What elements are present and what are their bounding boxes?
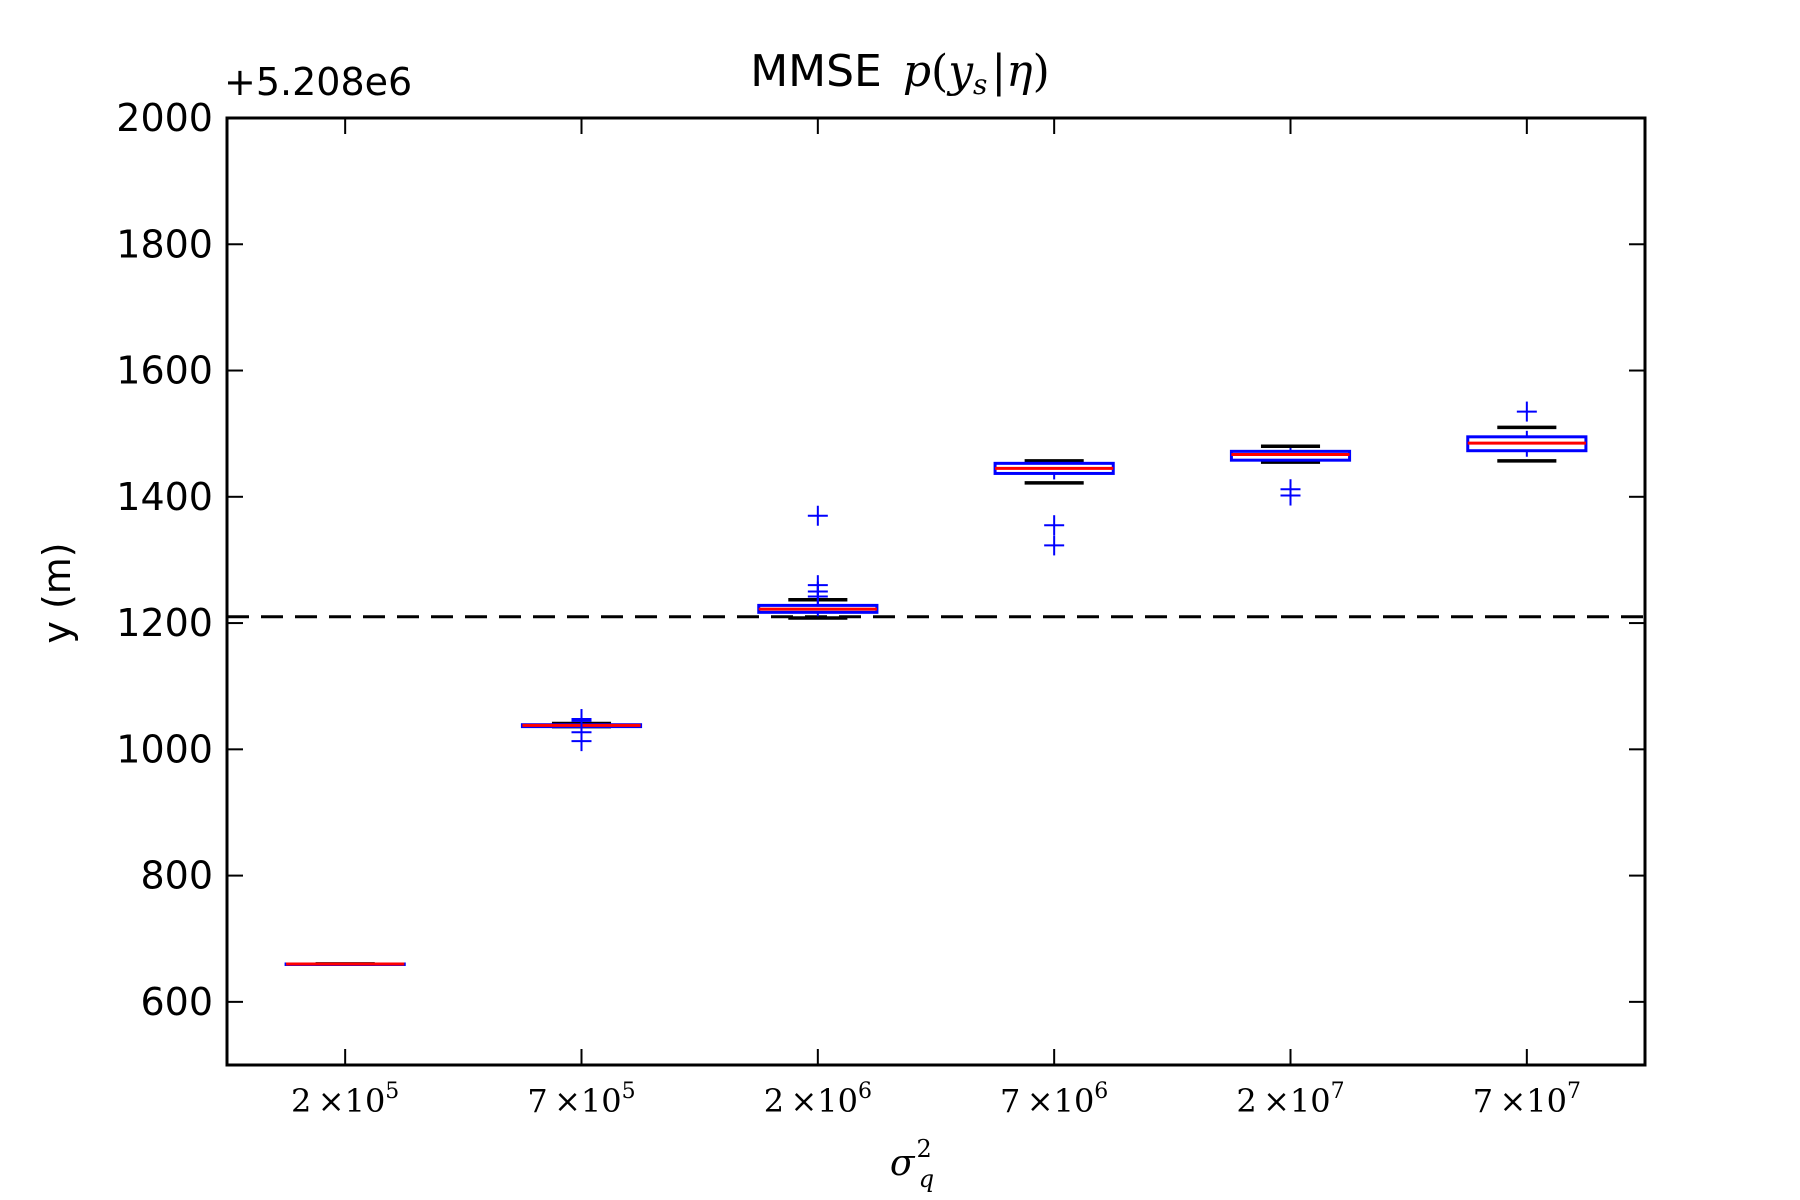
y-tick-label: 1600 bbox=[116, 349, 213, 393]
y-tick-label: 2000 bbox=[116, 96, 213, 140]
flier-point bbox=[807, 575, 828, 596]
box-group bbox=[520, 709, 643, 752]
x-tick-label: 7 ×107 bbox=[1473, 1079, 1581, 1120]
box-group bbox=[757, 505, 879, 620]
x-tick-label: 2 ×105 bbox=[291, 1079, 399, 1120]
x-tick-label: 7 ×105 bbox=[527, 1079, 635, 1120]
box-group bbox=[284, 962, 406, 966]
box-group bbox=[1229, 444, 1352, 506]
y-tick-label: 600 bbox=[140, 980, 213, 1024]
flier-point bbox=[571, 709, 592, 730]
chart-title: MMSE p(ys|η) bbox=[750, 46, 1050, 101]
y-tick-layer: 600 800 1000 1200 1400 1600 1800 2000 bbox=[116, 96, 1645, 1024]
flier-point bbox=[1044, 535, 1065, 556]
x-tick-label: 2 ×106 bbox=[764, 1079, 872, 1120]
y-tick-label: 800 bbox=[140, 854, 213, 898]
y-tick-label: 1000 bbox=[116, 727, 213, 771]
flier-point bbox=[1516, 401, 1537, 422]
axes-frame bbox=[225, 116, 1647, 1067]
y-tick-label: 1400 bbox=[116, 475, 213, 519]
y-tick-label: 1200 bbox=[116, 601, 213, 645]
flier-point bbox=[1280, 479, 1301, 500]
flier-point bbox=[1044, 515, 1065, 536]
x-tick-layer: 2 ×105 7 ×105 2 ×106 7 ×106 2 ×107 7 ×107 bbox=[291, 118, 1581, 1120]
flier-point bbox=[807, 505, 828, 526]
box-group bbox=[993, 459, 1115, 556]
x-axis-label: σ2 q bbox=[890, 1135, 934, 1193]
plot-layer bbox=[227, 401, 1645, 966]
x-tick-label: 7 ×106 bbox=[1000, 1079, 1108, 1120]
x-tick-label: 2 ×107 bbox=[1236, 1079, 1344, 1120]
y-axis-label: y (m) bbox=[35, 542, 79, 643]
y-offset-label: +5.208e6 bbox=[224, 60, 412, 104]
y-tick-label: 1800 bbox=[116, 222, 213, 266]
box-group bbox=[1466, 401, 1588, 463]
